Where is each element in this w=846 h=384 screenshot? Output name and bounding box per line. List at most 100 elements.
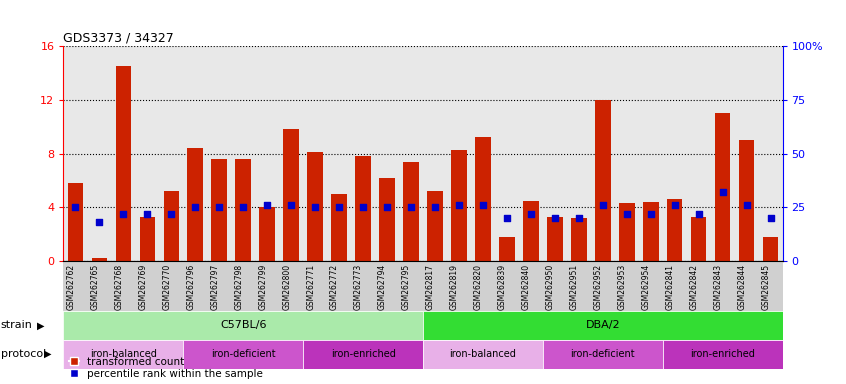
Bar xyxy=(63,311,423,340)
Bar xyxy=(475,137,491,261)
Bar xyxy=(91,258,107,261)
Legend: transformed count, percentile rank within the sample: transformed count, percentile rank withi… xyxy=(69,357,263,379)
Text: GSM262796: GSM262796 xyxy=(186,264,195,310)
Bar xyxy=(355,156,371,261)
Text: GSM262770: GSM262770 xyxy=(162,264,171,310)
Text: protocol: protocol xyxy=(1,349,46,359)
Bar xyxy=(140,217,155,261)
Bar xyxy=(283,129,299,261)
Text: iron-enriched: iron-enriched xyxy=(331,349,396,359)
Bar xyxy=(116,66,131,261)
Point xyxy=(500,215,514,221)
Text: ▶: ▶ xyxy=(44,349,52,359)
Point xyxy=(212,204,226,210)
Point xyxy=(308,204,321,210)
Text: iron-enriched: iron-enriched xyxy=(690,349,755,359)
Point xyxy=(404,204,418,210)
Point xyxy=(380,204,393,210)
Bar xyxy=(643,202,658,261)
Text: GSM262769: GSM262769 xyxy=(139,264,147,310)
Point xyxy=(92,219,106,225)
Text: GSM262844: GSM262844 xyxy=(738,264,747,310)
Point xyxy=(716,189,729,195)
Text: GSM262800: GSM262800 xyxy=(283,264,291,310)
Point xyxy=(69,204,82,210)
Text: iron-balanced: iron-balanced xyxy=(90,349,157,359)
Bar xyxy=(763,237,778,261)
Point xyxy=(476,202,490,208)
Text: GSM262794: GSM262794 xyxy=(378,264,387,310)
Text: GSM262952: GSM262952 xyxy=(594,264,602,310)
Bar xyxy=(163,191,179,261)
Point xyxy=(764,215,777,221)
Bar xyxy=(667,199,683,261)
Point xyxy=(644,211,657,217)
Bar xyxy=(662,340,783,369)
Text: iron-deficient: iron-deficient xyxy=(211,349,276,359)
Text: GSM262840: GSM262840 xyxy=(522,264,531,310)
Bar xyxy=(303,340,423,369)
Bar xyxy=(235,159,251,261)
Text: C57BL/6: C57BL/6 xyxy=(220,320,266,331)
Point xyxy=(524,211,537,217)
Text: GSM262820: GSM262820 xyxy=(474,264,483,310)
Text: GDS3373 / 34327: GDS3373 / 34327 xyxy=(63,31,174,44)
Point xyxy=(117,211,130,217)
Point xyxy=(596,202,609,208)
Bar xyxy=(184,340,303,369)
Point xyxy=(452,202,465,208)
Text: iron-deficient: iron-deficient xyxy=(570,349,635,359)
Point xyxy=(284,202,298,208)
Bar xyxy=(63,340,184,369)
Point xyxy=(189,204,202,210)
Bar xyxy=(619,204,634,261)
Text: GSM262839: GSM262839 xyxy=(498,264,507,310)
Text: GSM262771: GSM262771 xyxy=(306,264,315,310)
Bar xyxy=(499,237,514,261)
Text: DBA/2: DBA/2 xyxy=(585,320,620,331)
Text: GSM262950: GSM262950 xyxy=(546,264,555,310)
Point xyxy=(236,204,250,210)
Point xyxy=(572,215,585,221)
Point xyxy=(428,204,442,210)
Text: GSM262798: GSM262798 xyxy=(234,264,244,310)
Bar xyxy=(739,140,755,261)
Text: GSM262841: GSM262841 xyxy=(666,264,675,310)
Bar xyxy=(523,200,539,261)
Bar xyxy=(427,191,442,261)
Point xyxy=(620,211,634,217)
Text: GSM262772: GSM262772 xyxy=(330,264,339,310)
Bar xyxy=(691,217,706,261)
Point xyxy=(261,202,274,208)
Text: GSM262842: GSM262842 xyxy=(689,264,699,310)
Bar xyxy=(451,149,467,261)
Point xyxy=(356,204,370,210)
Text: GSM262951: GSM262951 xyxy=(570,264,579,310)
Text: GSM262768: GSM262768 xyxy=(114,264,124,310)
Point xyxy=(164,211,178,217)
Bar xyxy=(260,207,275,261)
Text: GSM262954: GSM262954 xyxy=(642,264,651,310)
Text: GSM262799: GSM262799 xyxy=(258,264,267,310)
Bar xyxy=(423,311,783,340)
Text: GSM262797: GSM262797 xyxy=(211,264,219,310)
Point xyxy=(667,202,681,208)
Bar xyxy=(543,340,662,369)
Point xyxy=(692,211,706,217)
Point xyxy=(140,211,154,217)
Bar xyxy=(571,218,586,261)
Bar xyxy=(212,159,227,261)
Bar xyxy=(715,113,730,261)
Text: GSM262762: GSM262762 xyxy=(67,264,75,310)
Bar xyxy=(595,100,611,261)
Text: iron-balanced: iron-balanced xyxy=(449,349,516,359)
Bar xyxy=(423,340,543,369)
Text: ▶: ▶ xyxy=(37,320,45,331)
Bar xyxy=(547,217,563,261)
Text: GSM262843: GSM262843 xyxy=(714,264,722,310)
Text: GSM262953: GSM262953 xyxy=(618,264,627,310)
Text: GSM262819: GSM262819 xyxy=(450,264,459,310)
Text: strain: strain xyxy=(1,320,33,331)
Point xyxy=(739,202,753,208)
Bar xyxy=(307,152,323,261)
